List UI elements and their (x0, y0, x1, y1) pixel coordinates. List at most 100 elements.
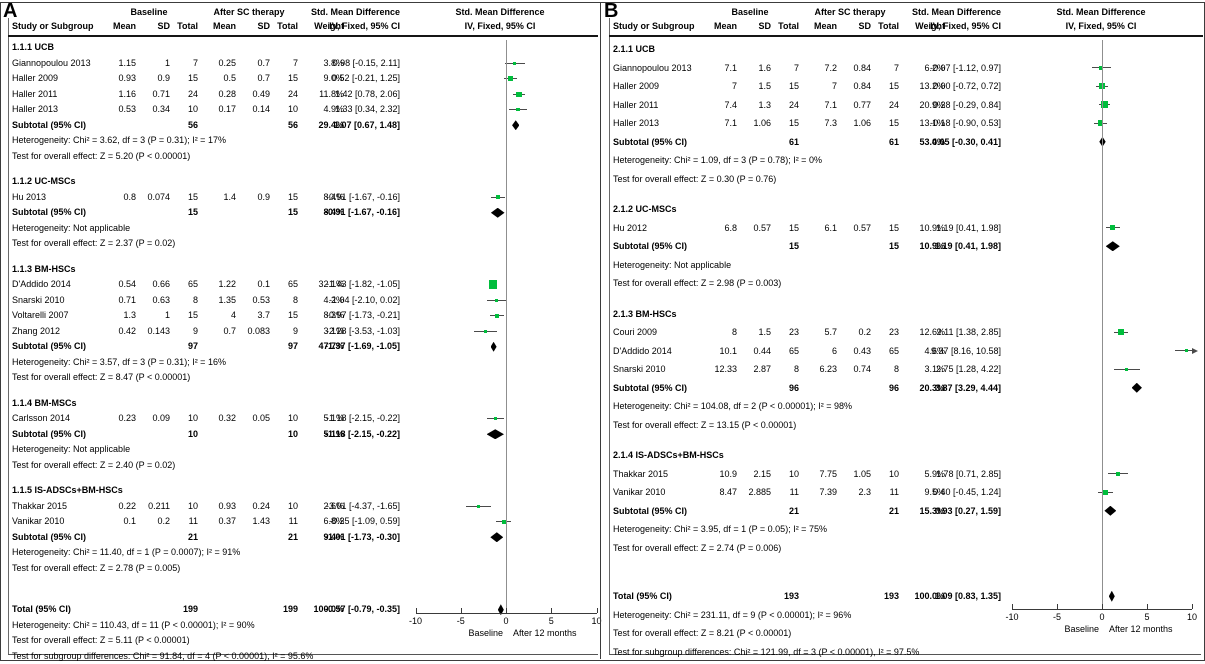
smd-ci-value: -1.43 [-1.82, -1.05] (306, 277, 400, 293)
baseline-mean: 7.1 (701, 59, 737, 78)
subtotal-smd-ci: -1.01 [-1.73, -0.30] (306, 530, 400, 546)
baseline-mean: 1.3 (100, 308, 136, 324)
effect-plot-cell (1001, 342, 1201, 361)
heterogeneity-note-row: Heterogeneity: Not applicable (0, 221, 600, 237)
total-after-total: 199 (272, 602, 298, 618)
baseline-total: 9 (172, 324, 198, 340)
baseline-sd: 2.15 (739, 465, 771, 484)
smd-ci-value: -3.01 [-4.37, -1.65] (306, 499, 400, 515)
heterogeneity-note: Heterogeneity: Not applicable (12, 221, 130, 237)
after-total: 65 (873, 342, 899, 361)
pre-total-spacer (601, 569, 1205, 587)
x-axis-line (416, 613, 597, 614)
ci-column-header: IV, Fixed, 95% CI (306, 20, 400, 33)
smd-ci-value: 9.37 [8.16, 10.58] (907, 342, 1001, 361)
section-header-row: 1.1.1 UCB (0, 40, 600, 56)
axis-tick-label: 0 (1099, 612, 1104, 622)
effect-plot-cell (1001, 323, 1201, 342)
study-name: Couri 2009 (613, 323, 657, 342)
baseline-mean: 0.54 (100, 277, 136, 293)
baseline-total: 10 (172, 411, 198, 427)
after-total: 15 (873, 219, 899, 238)
heterogeneity-note: Heterogeneity: Chi² = 11.40, df = 1 (P =… (12, 545, 240, 561)
baseline-mean: 8.47 (701, 483, 737, 502)
after-total: 15 (272, 190, 298, 206)
panel-a: A Baseline After SC therapy Std. Mean Di… (0, 0, 600, 661)
effect-plot-cell (1001, 59, 1201, 78)
subtotal-baseline-total: 15 (172, 205, 198, 221)
baseline-group-header: Baseline (100, 6, 198, 19)
heterogeneity-note-row: Heterogeneity: Chi² = 11.40, df = 1 (P =… (0, 545, 600, 561)
after-sd: 0.9 (238, 190, 270, 206)
axis-tick (1147, 604, 1148, 609)
after-total: 15 (272, 71, 298, 87)
axis-tick (1012, 604, 1013, 609)
after-mean: 6.1 (801, 219, 837, 238)
after-sd: 0.24 (238, 499, 270, 515)
heterogeneity-note: Heterogeneity: Chi² = 3.57, df = 3 (P = … (12, 355, 226, 371)
overall-effect-note: Test for overall effect: Z = 0.30 (P = 0… (613, 170, 776, 189)
panel-b: B Baseline After SC therapy Std. Mean Di… (601, 0, 1205, 661)
axis-tick (1057, 604, 1058, 609)
ci-plot-header: IV, Fixed, 95% CI (1001, 20, 1201, 33)
baseline-total: 10 (773, 465, 799, 484)
effect-plot-cell (400, 293, 600, 309)
after-mean: 7 (801, 77, 837, 96)
smd-ci-value: 0.40 [-0.45, 1.24] (907, 483, 1001, 502)
after-mean: 0.37 (200, 514, 236, 530)
subtotal-smd-ci: 0.93 [0.27, 1.59] (907, 502, 1001, 521)
total1-column-header: Total (773, 20, 799, 33)
subtotal-smd-ci: -0.91 [-1.67, -0.16] (306, 205, 400, 221)
total-baseline-total: 199 (172, 602, 198, 618)
baseline-sd: 0.44 (739, 342, 771, 361)
after-mean: 7.1 (801, 96, 837, 115)
sd1-column-header: SD (138, 20, 170, 33)
total-heterogeneity-note: Heterogeneity: Chi² = 110.43, df = 11 (P… (12, 618, 255, 634)
total-heterogeneity-note: Heterogeneity: Chi² = 231.11, df = 9 (P … (613, 606, 851, 625)
smd-ci-value: -0.18 [-0.90, 0.53] (907, 114, 1001, 133)
baseline-sd: 1.5 (739, 77, 771, 96)
section-name: 2.1.1 UCB (613, 40, 655, 59)
subtotal-after-total: 97 (272, 339, 298, 355)
overall-effect-note: Test for overall effect: Z = 2.78 (P = 0… (12, 561, 180, 577)
after-total: 10 (272, 411, 298, 427)
total-label: Total (95% CI) (12, 602, 71, 618)
smd-ci-value: -1.04 [-2.10, 0.02] (306, 293, 400, 309)
pre-total-spacer (0, 586, 600, 602)
after-total: 10 (873, 465, 899, 484)
total-smd-ci: -0.57 [-0.79, -0.35] (306, 602, 400, 618)
axis-tick-label: -5 (1053, 612, 1061, 622)
baseline-sd: 1.5 (739, 323, 771, 342)
baseline-total: 7 (172, 56, 198, 72)
subtotal-baseline-total: 15 (773, 237, 799, 256)
after-sd: 0.7 (238, 71, 270, 87)
axis-tick-label: 10 (1187, 612, 1197, 622)
panel-b-column-header: Study or Subgroup Mean SD Total Mean SD … (601, 20, 1205, 33)
heterogeneity-note-row: Heterogeneity: Chi² = 3.62, df = 3 (P = … (0, 133, 600, 149)
after-mean: 5.7 (801, 323, 837, 342)
axis-tick-label: 5 (1144, 612, 1149, 622)
subtotal-after-total: 96 (873, 379, 899, 398)
section-header-row: 1.1.4 BM-MSCs (0, 396, 600, 412)
effect-plot-cell (400, 190, 600, 206)
zero-effect-line (506, 40, 507, 613)
effect-square (513, 62, 516, 65)
study-column-header: Study or Subgroup (12, 20, 94, 33)
axis-tick-label: -5 (457, 616, 465, 626)
after-sd: 0.7 (238, 56, 270, 72)
effect-plot-cell (1001, 465, 1201, 484)
pooled-plot-cell (1001, 133, 1201, 152)
baseline-sd: 1.06 (739, 114, 771, 133)
axis-label-left: Baseline (1064, 624, 1099, 634)
sd2-column-header: SD (839, 20, 871, 33)
effect-square (484, 330, 487, 333)
